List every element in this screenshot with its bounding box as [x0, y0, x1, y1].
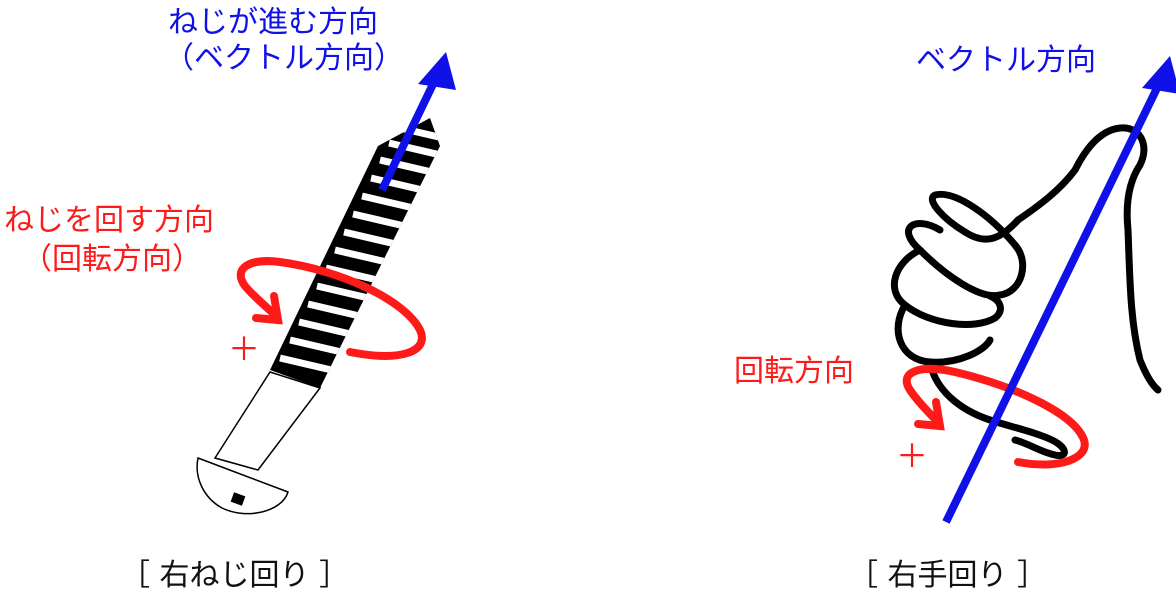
vector-arrow-right: [942, 56, 1176, 524]
caption-right-screw: ［ 右ねじ回り ］: [120, 558, 350, 593]
rotation-arrow-left: [236, 257, 426, 360]
positive-sign-left: ＋: [228, 330, 261, 368]
vector-direction-label-line2: （ベクトル方向）: [164, 41, 404, 76]
vector-direction-label-right: ベクトル方向: [916, 43, 1096, 78]
rotation-direction-label-line1: ねじを回す方向: [4, 203, 214, 238]
rotation-direction-label-right: 回転方向: [734, 354, 854, 389]
rotation-direction-label-line2: （回転方向）: [22, 242, 202, 277]
screw-slot: [230, 492, 246, 506]
caption-right-hand: ［ 右手回り ］: [848, 558, 1048, 593]
vector-arrow-left: [378, 52, 456, 192]
positive-sign-right: ＋: [896, 437, 929, 475]
screw-shank: [213, 371, 322, 471]
screw-head: [196, 456, 289, 515]
vector-direction-label-line1: ねじが進む方向: [168, 5, 378, 40]
screw-icon: [196, 118, 440, 515]
rotation-arrow-right: [902, 364, 1089, 469]
right-hand-icon: [890, 124, 1162, 460]
